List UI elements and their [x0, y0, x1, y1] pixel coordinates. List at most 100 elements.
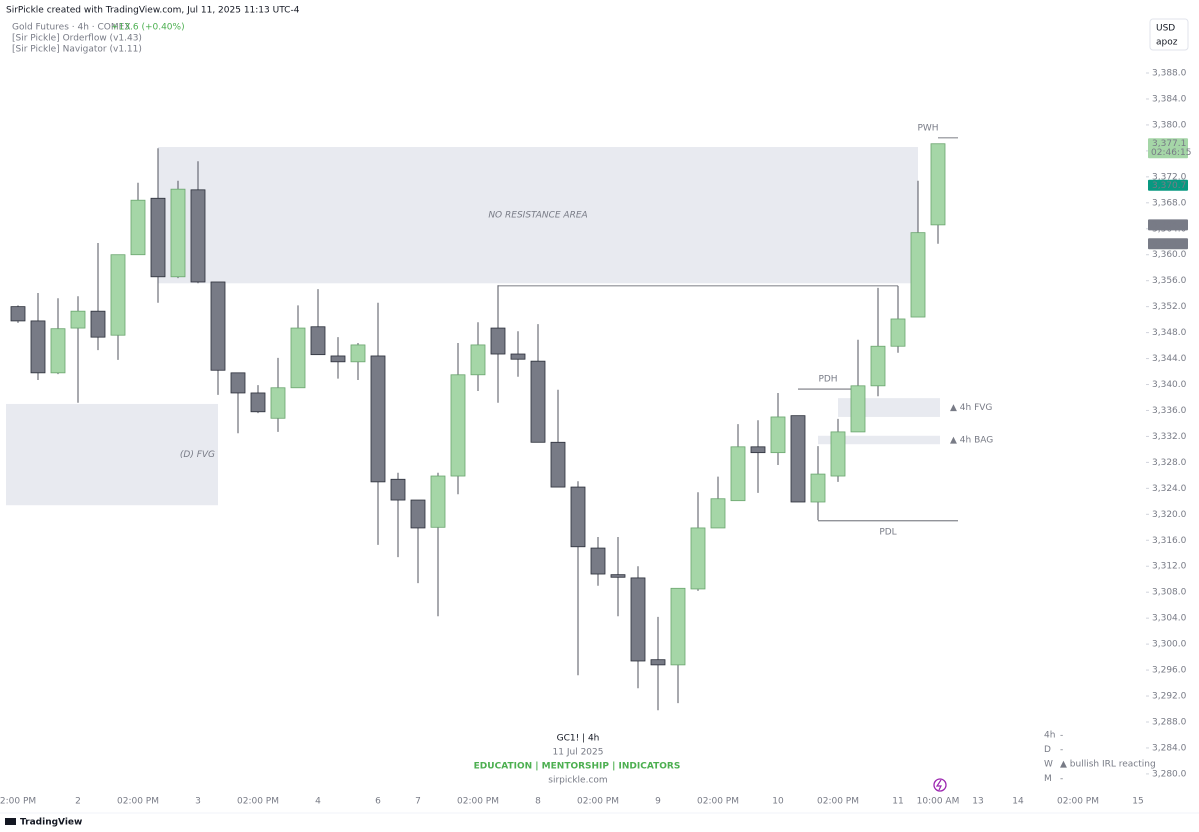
- candle-body: [190, 189, 206, 283]
- candle-body: [430, 475, 446, 528]
- icon[interactable]: [933, 778, 947, 792]
- table-cell: -: [1060, 774, 1063, 784]
- y-tick-label: 3,300.0: [1152, 640, 1187, 650]
- candle-body: [270, 387, 286, 419]
- currency-box[interactable]: [1149, 18, 1189, 51]
- zone-label: ▲ 4h FVG: [950, 403, 992, 413]
- candle-body: [110, 254, 126, 336]
- x-tick-label: 02:00 PM: [1057, 797, 1099, 807]
- price-label: 3,370.7: [1152, 181, 1186, 191]
- candle-body: [390, 478, 406, 501]
- candle-body: [50, 328, 66, 374]
- candle-body: [730, 446, 746, 502]
- table-cell: W: [1044, 760, 1053, 770]
- x-tick-label: 2:00 PM: [0, 797, 36, 807]
- candle-body: [930, 143, 946, 226]
- y-tick-label: 3,356.0: [1152, 276, 1187, 286]
- table-cell: ▲ bullish IRL reacting: [1060, 760, 1156, 770]
- candle-body: [810, 473, 826, 503]
- y-tick-label: 3,312.0: [1152, 562, 1187, 572]
- candle-body: [70, 310, 86, 329]
- symbol: Gold Futures · 4h · COMEX: [12, 23, 131, 33]
- y-tick-label: 3,368.0: [1152, 198, 1187, 208]
- y-tick-label: 3,304.0: [1152, 614, 1187, 624]
- created-by: SirPickle created with TradingView.com, …: [6, 6, 300, 16]
- x-tick-label: 02:00 PM: [817, 797, 859, 807]
- y-tick-label: 3,388.0: [1152, 69, 1187, 79]
- candle-body: [690, 527, 706, 590]
- candle-body: [330, 355, 346, 363]
- price-label-box: [1148, 179, 1188, 191]
- candle-body: [650, 659, 666, 666]
- candle-body: [710, 498, 726, 529]
- candle-body: [130, 199, 146, 256]
- y-tick-label: 3,292.0: [1152, 692, 1187, 702]
- candle-body: [310, 326, 326, 356]
- candle-body: [530, 360, 546, 443]
- y-tick-label: 3,280.0: [1152, 769, 1187, 779]
- y-tick-label: 3,284.0: [1152, 743, 1187, 753]
- y-tick-label: 3,328.0: [1152, 458, 1187, 468]
- candle-body: [210, 281, 226, 371]
- x-tick-label: 15: [1132, 797, 1143, 807]
- zone-label: ▲ 4h BAG: [950, 436, 993, 446]
- user: apoz: [1156, 38, 1178, 48]
- currency[interactable]: USD: [1156, 24, 1175, 34]
- zone-label: NO RESISTANCE AREA: [488, 211, 587, 221]
- price-label-box: [1148, 138, 1188, 159]
- level-label: PDL: [879, 527, 896, 537]
- y-tick-label: 3,352.0: [1152, 302, 1187, 312]
- indicator: [Sir Pickle] Orderflow (v1.43): [12, 34, 142, 44]
- y-tick-label: 3,324.0: [1152, 484, 1187, 494]
- candle-body: [250, 392, 266, 413]
- x-tick-label: 10:00 AM: [917, 797, 960, 807]
- x-tick-label: 8: [535, 797, 541, 807]
- tv-logo: [5, 818, 16, 825]
- candle-body: [830, 431, 846, 477]
- x-tick-label: 13: [972, 797, 983, 807]
- change: +13.6 (+0.40%): [111, 23, 185, 33]
- wm-tagline: EDUCATION | MENTORSHIP | INDICATORS: [474, 762, 681, 772]
- x-tick-label: 02:00 PM: [117, 797, 159, 807]
- candle-body: [670, 587, 686, 666]
- price-label: 3,364.6: [1152, 220, 1187, 230]
- price-label: 3,361.7: [1152, 239, 1186, 249]
- y-tick-label: 3,332.0: [1152, 432, 1187, 442]
- wm-symbol: GC1! | 4h: [557, 734, 600, 744]
- price-label-box: [1148, 238, 1188, 250]
- candle-body: [150, 197, 166, 278]
- x-tick-label: 9: [655, 797, 661, 807]
- plot: 3,280.0 3,284.0 3,288.0 3,292.0 3,296.0 3,300…: [0, 69, 1191, 807]
- candle-body: [850, 385, 866, 433]
- zone-label: (D) FVG: [180, 450, 215, 460]
- table-cell: 4h: [1044, 731, 1055, 741]
- level-label: PDH: [818, 375, 837, 385]
- table-cell: D: [1044, 745, 1051, 755]
- candle-body: [870, 345, 886, 387]
- candle-body: [890, 318, 906, 347]
- zone: [6, 403, 218, 506]
- y-tick-label: 3,360.0: [1152, 250, 1187, 260]
- icon-bolt: [935, 779, 942, 791]
- candle-body: [350, 344, 366, 363]
- candle-body: [450, 374, 466, 477]
- candle-body: [610, 574, 626, 578]
- candle-body: [30, 320, 46, 374]
- candle-body: [370, 355, 386, 483]
- candle-body: [170, 188, 186, 278]
- table-cell: -: [1060, 745, 1063, 755]
- candle-body: [590, 547, 606, 575]
- candle-body: [510, 353, 526, 360]
- price-label-sub: 02:46:15: [1151, 148, 1191, 158]
- footer-brand: TradingView: [20, 818, 82, 828]
- candle-body: [750, 446, 766, 454]
- wm-date: 11 Jul 2025: [553, 748, 604, 758]
- x-tick-label: 2: [75, 797, 81, 807]
- y-tick-label: 3,288.0: [1152, 717, 1187, 727]
- x-tick-label: 6: [375, 797, 381, 807]
- candle-body: [290, 327, 306, 389]
- price-label: 3,377.1: [1152, 139, 1186, 149]
- table-cell: M: [1044, 774, 1052, 784]
